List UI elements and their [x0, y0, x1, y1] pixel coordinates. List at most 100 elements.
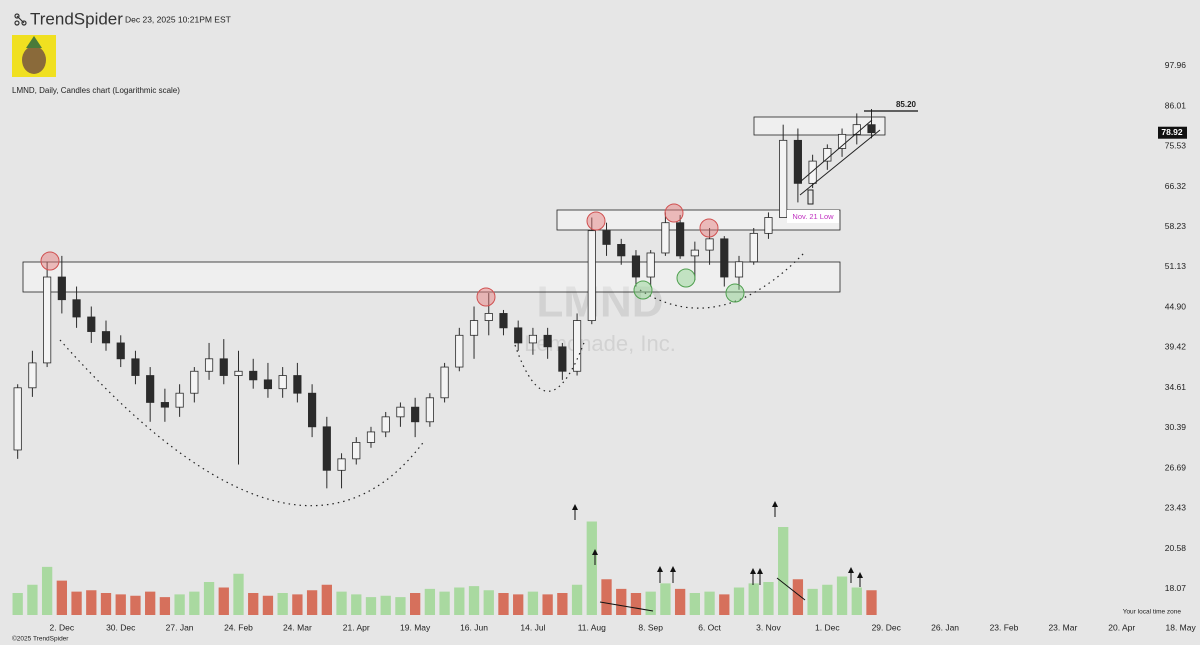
- candle-body: [469, 320, 479, 336]
- y-tick-label: 97.96: [1165, 60, 1187, 70]
- candle-body: [352, 442, 361, 460]
- volume-bar: [262, 595, 274, 615]
- volume-bar: [189, 591, 200, 615]
- candle-body: [499, 313, 508, 329]
- volume-bar: [601, 579, 612, 615]
- second-cup-curve: [639, 251, 806, 309]
- volume-bar: [483, 590, 494, 615]
- y-tick-label: 66.32: [1165, 181, 1187, 191]
- volume-bar: [365, 597, 377, 615]
- candle-body: [28, 362, 37, 389]
- candle-body: [617, 244, 626, 257]
- volume-bar: [86, 590, 97, 615]
- timezone: Your local time zone: [1123, 609, 1182, 616]
- volume-bar: [380, 595, 391, 615]
- avatar: [12, 35, 56, 77]
- volume-bar: [513, 594, 524, 615]
- candle-body: [72, 299, 81, 318]
- volume-bar: [248, 593, 259, 615]
- volume-bar: [351, 594, 362, 615]
- candle-body: [263, 379, 273, 390]
- markers: [40, 203, 745, 307]
- volume-bar: [792, 579, 804, 615]
- y-tick-label: 30.39: [1165, 422, 1187, 432]
- volume-bar: [306, 590, 318, 615]
- candle-body: [734, 261, 744, 278]
- copyright: ©2025 TrendSpider: [12, 635, 69, 643]
- candle-body: [204, 358, 214, 372]
- candle-body: [219, 358, 228, 376]
- volume-bar: [159, 597, 171, 615]
- volume-bar: [498, 593, 509, 615]
- volume-bar: [630, 593, 642, 615]
- candle-body: [43, 276, 52, 364]
- candle-body: [720, 238, 729, 278]
- volume-bar: [321, 584, 332, 615]
- candle-body: [558, 346, 567, 372]
- volume-bar: [395, 597, 406, 615]
- volume-bar: [748, 583, 759, 615]
- y-tick-label: 51.13: [1165, 261, 1187, 271]
- y-tick-label: 26.69: [1165, 462, 1187, 472]
- y-tick-label: 23.43: [1165, 503, 1187, 513]
- candle-body: [440, 366, 449, 399]
- marks: [12, 109, 877, 615]
- candle-body: [57, 276, 66, 301]
- volume-bar: [468, 586, 480, 615]
- volume-bar: [542, 594, 553, 615]
- volume-bar: [571, 584, 583, 615]
- low-label-box: [787, 210, 839, 223]
- candle-body: [175, 392, 184, 408]
- volume-bar: [778, 527, 789, 615]
- chart-title: LMND, Daily, Candles chart (Logarithmic …: [12, 86, 180, 95]
- y-tick-label: 39.42: [1165, 342, 1187, 352]
- volume-bar: [704, 591, 715, 615]
- volume-bar: [336, 591, 347, 615]
- candle-body: [543, 334, 552, 348]
- candle-body: [484, 313, 493, 321]
- candle-body: [764, 217, 773, 234]
- x-tick-label: 3. Nov: [756, 622, 781, 632]
- volume-bar: [454, 587, 465, 615]
- candle-body: [572, 320, 582, 372]
- y-tick-label: 18.07: [1165, 583, 1187, 593]
- candle-body: [867, 124, 876, 134]
- volume-bar: [41, 566, 53, 615]
- volume-bar: [233, 573, 244, 615]
- candle-body: [396, 406, 405, 418]
- volume-bar: [866, 590, 877, 615]
- volume-bar: [424, 588, 436, 615]
- y-tick-label: 75.53: [1165, 141, 1187, 151]
- volume-bar: [203, 582, 215, 615]
- candle-body: [793, 139, 802, 184]
- x-tick-label: 21. Apr: [343, 622, 370, 632]
- candle-body: [411, 406, 420, 423]
- volume-bar: [733, 587, 745, 615]
- candle-body: [322, 426, 331, 471]
- high-label: 85.20: [896, 100, 917, 109]
- candle-body: [101, 331, 111, 344]
- candle-body: [146, 375, 155, 403]
- candle-body: [676, 222, 685, 257]
- candle-body: [514, 327, 523, 344]
- x-tick-label: 19. May: [400, 622, 431, 632]
- candle-body: [823, 148, 832, 162]
- x-tick-label: 23. Feb: [990, 622, 1019, 632]
- candle-body: [190, 370, 199, 394]
- candle-body: [631, 255, 641, 278]
- volume-bar: [115, 594, 126, 615]
- candle-body: [160, 402, 169, 408]
- x-tick-label: 18. May: [1166, 622, 1197, 632]
- y-tick-label: 58.23: [1165, 221, 1187, 231]
- volume-bar: [100, 593, 112, 615]
- candle-body: [528, 334, 537, 344]
- last-price: 78.92: [1161, 127, 1183, 137]
- handle-curve: [514, 339, 586, 392]
- volume-bar: [763, 582, 774, 615]
- candle-body: [131, 358, 140, 376]
- volume-bar: [719, 594, 730, 615]
- volume-bar: [616, 588, 627, 615]
- candle-body: [705, 238, 714, 251]
- x-tick-label: 11. Aug: [578, 622, 606, 632]
